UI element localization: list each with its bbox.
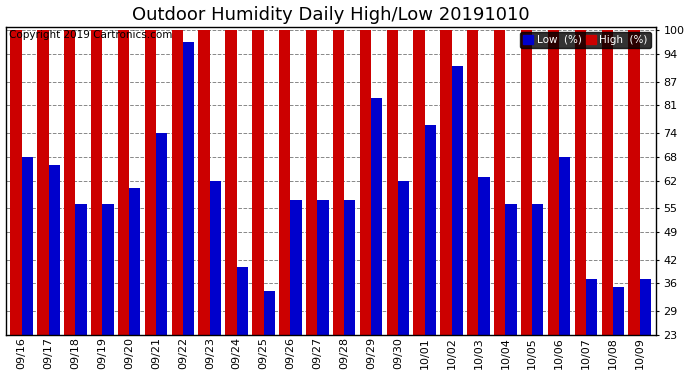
- Bar: [494, 30, 505, 334]
- Bar: [237, 267, 248, 334]
- Bar: [425, 125, 436, 335]
- Bar: [548, 30, 559, 334]
- Bar: [21, 157, 33, 334]
- Legend: Low  (%), High  (%): Low (%), High (%): [520, 32, 651, 48]
- Bar: [586, 279, 598, 334]
- Text: Copyright 2019 Cartronics.com: Copyright 2019 Cartronics.com: [9, 30, 172, 40]
- Bar: [613, 287, 624, 334]
- Bar: [264, 291, 275, 334]
- Bar: [75, 204, 87, 334]
- Bar: [226, 30, 237, 334]
- Bar: [279, 30, 290, 334]
- Bar: [48, 165, 60, 334]
- Bar: [290, 200, 302, 334]
- Bar: [199, 30, 210, 334]
- Bar: [575, 30, 586, 334]
- Bar: [359, 30, 371, 334]
- Bar: [306, 30, 317, 334]
- Bar: [183, 42, 194, 334]
- Bar: [145, 30, 156, 334]
- Bar: [532, 204, 544, 334]
- Bar: [478, 177, 490, 334]
- Bar: [640, 279, 651, 334]
- Bar: [129, 188, 141, 334]
- Bar: [172, 30, 183, 334]
- Bar: [210, 180, 221, 334]
- Bar: [10, 30, 21, 334]
- Bar: [156, 133, 167, 334]
- Bar: [398, 180, 409, 334]
- Bar: [253, 30, 264, 334]
- Bar: [451, 66, 463, 334]
- Bar: [37, 30, 48, 334]
- Bar: [413, 30, 425, 334]
- Title: Outdoor Humidity Daily High/Low 20191010: Outdoor Humidity Daily High/Low 20191010: [132, 6, 529, 24]
- Bar: [118, 30, 129, 334]
- Bar: [317, 200, 328, 334]
- Bar: [102, 204, 114, 334]
- Bar: [602, 30, 613, 334]
- Bar: [521, 30, 532, 334]
- Bar: [505, 204, 517, 334]
- Bar: [440, 30, 451, 334]
- Bar: [386, 30, 398, 334]
- Bar: [629, 30, 640, 334]
- Bar: [91, 30, 102, 334]
- Bar: [64, 30, 75, 334]
- Bar: [333, 30, 344, 334]
- Bar: [371, 98, 382, 334]
- Bar: [467, 30, 478, 334]
- Bar: [344, 200, 355, 334]
- Bar: [559, 157, 571, 334]
